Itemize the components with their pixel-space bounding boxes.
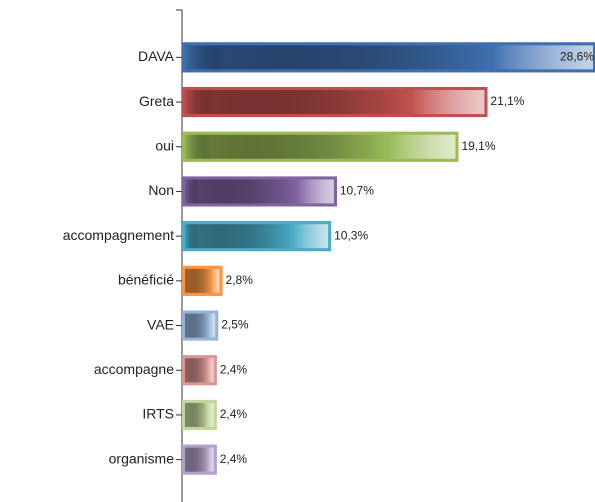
value-label: 19,1% [461, 139, 495, 153]
bar [182, 399, 217, 430]
bar [182, 355, 217, 386]
category-label: IRTS [142, 406, 174, 422]
bar [182, 87, 488, 118]
value-label: 2,8% [226, 273, 254, 287]
category-label: accompagnement [63, 227, 174, 243]
category-label: VAE [147, 316, 174, 332]
value-label: 10,7% [340, 184, 374, 198]
bar [182, 176, 337, 207]
bar [182, 221, 332, 252]
value-label: 10,3% [334, 228, 368, 242]
value-label: 21,1% [490, 94, 524, 108]
category-label: Non [148, 182, 174, 198]
bar [182, 42, 595, 73]
category-label: DAVA [138, 48, 175, 64]
bar [182, 444, 217, 475]
bar [182, 131, 459, 162]
value-label: 2,4% [220, 362, 248, 376]
bar [182, 310, 219, 341]
value-label: 2,4% [220, 407, 248, 421]
bar [182, 265, 223, 296]
value-label: 2,4% [220, 452, 248, 466]
category-label: oui [155, 137, 174, 153]
category-label: accompagne [94, 361, 174, 377]
value-label: 2,5% [221, 318, 249, 332]
category-label: bénéficié [118, 272, 174, 288]
category-label: Greta [139, 93, 174, 109]
category-label: organisme [109, 450, 175, 466]
value-label: 28,6% [560, 50, 594, 64]
